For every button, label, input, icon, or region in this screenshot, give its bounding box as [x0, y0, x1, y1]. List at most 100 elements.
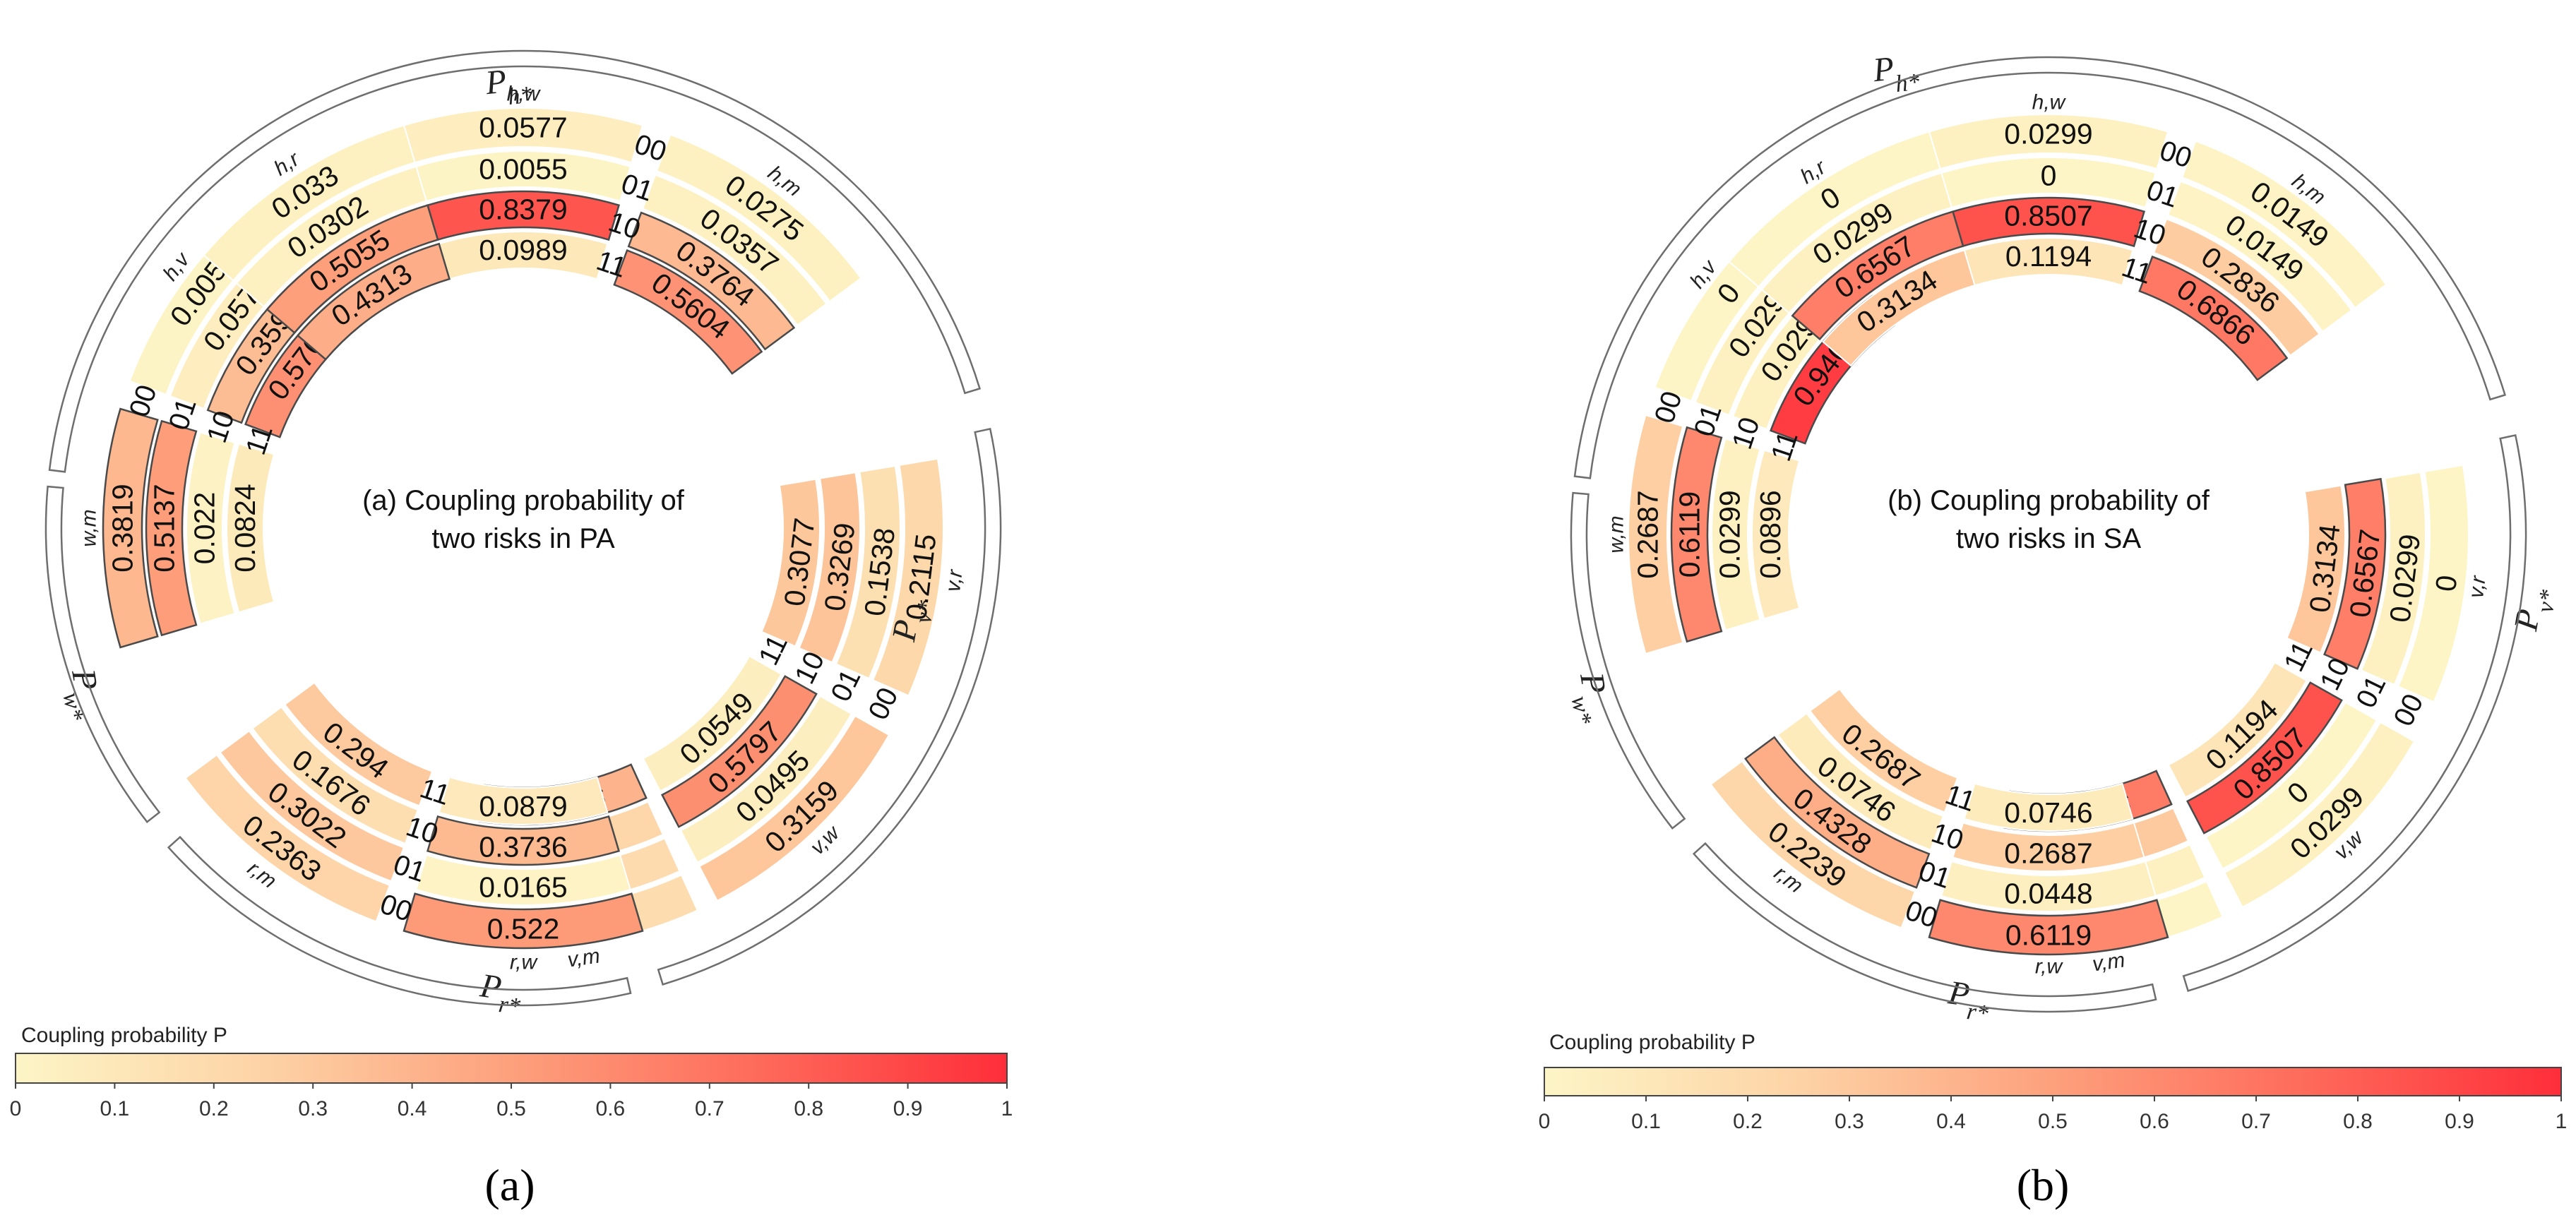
cell-w-m-1 [145, 419, 198, 637]
colorbar-tick-label: 0.8 [2343, 1110, 2373, 1133]
cell-label: 0.2687 [2004, 837, 2092, 870]
cell-w-m-2 [185, 431, 236, 625]
cell-r-w-3 [438, 776, 609, 825]
outer-label-h: Ph* [1871, 47, 1921, 100]
colorbar-tick-label: 0.9 [893, 1097, 923, 1120]
cell-h-m-0 [655, 133, 862, 303]
svg-text:Pr*: Pr* [476, 967, 525, 1020]
colorbar-tick-label: 0.7 [2241, 1110, 2271, 1133]
outer-label-r: Pr* [1945, 974, 1990, 1027]
outer-label-p: P [477, 967, 503, 1007]
cell-v-r-2 [2323, 477, 2387, 670]
cell-label: 0.5137 [148, 484, 181, 572]
outer-bracket-0 [1573, 56, 2507, 479]
colorbar [15, 1053, 1008, 1084]
cell-label: 0.8507 [2004, 200, 2092, 232]
cell-r-m-2 [251, 705, 419, 845]
outer-label-p: P [483, 62, 508, 102]
colorbar-title: Coupling probability P [1549, 1031, 1755, 1054]
cell-v-w-2 [661, 675, 818, 828]
colorbar-tick-label: 0.1 [100, 1097, 130, 1120]
panel-letter: (b) [2017, 1160, 2070, 1210]
outer-bracket-3 [1570, 491, 1686, 830]
cell-v-r-1 [835, 465, 901, 680]
colorbar-tick-label: 0.2 [199, 1097, 229, 1120]
panel-letter: (a) [484, 1160, 535, 1210]
colorbar-tick-label: 0.3 [1835, 1110, 1864, 1133]
outer-label-r: Pr* [476, 967, 525, 1020]
cell-h-m-0 [2181, 140, 2387, 309]
cell-v-r-1 [2360, 471, 2426, 686]
cell-r-w-2 [426, 815, 621, 866]
outer-label-sub: v* [910, 599, 940, 626]
colorbar-tick-label: 0.5 [496, 1097, 526, 1120]
outer-label-sub: v* [2532, 588, 2562, 615]
colorbar-tick-label: 0 [10, 1097, 22, 1120]
cell-r-m-3 [1808, 688, 1959, 813]
cell-r-w-2 [1952, 822, 2145, 873]
cell-h-r-1 [235, 165, 428, 308]
cell-label: 0.6119 [2005, 919, 2092, 952]
svg-text:Ph*: Ph* [1871, 47, 1921, 100]
outer-label-p: P [1871, 49, 1896, 89]
cell-w-m-3 [1751, 449, 1801, 620]
cell-label: 0.0879 [479, 790, 567, 823]
cell-v-w-1 [679, 695, 853, 864]
outer-bracket-0 [48, 49, 982, 473]
colorbar-tick-label: 0.4 [1936, 1110, 1966, 1133]
svg-text:Pv*: Pv* [885, 594, 940, 646]
cell-h-m-3 [613, 249, 763, 375]
cell-h-r-2 [266, 204, 439, 335]
outer-label-p: P [1573, 669, 1613, 697]
colorbar-tick-label: 0.3 [298, 1097, 328, 1120]
cell-label: 0.1194 [2005, 240, 2092, 273]
cell-w-m-2 [1710, 438, 1761, 631]
cell-h-m-1 [641, 174, 828, 327]
cell-h-r-2 [1791, 210, 1964, 341]
pair-label: v,m [2091, 948, 2126, 976]
cell-v-r-2 [798, 472, 861, 664]
cell-h-w-2 [1951, 196, 2146, 248]
cell-h-w-0 [1928, 114, 2169, 170]
cell-v-w-2 [2186, 681, 2343, 835]
cell-v-r-0 [2397, 464, 2469, 703]
outer-bracket-3 [44, 485, 161, 823]
colorbar-title: Coupling probability P [21, 1024, 227, 1047]
panel-b: 0.0299 0 0.8507 0.1194 h,w 0.01490.01490.2836… [1539, 47, 2568, 1210]
cell-r-m-2 [1777, 712, 1945, 851]
cell-r-w-3 [1963, 782, 2134, 832]
cell-label: 0 [2041, 160, 2057, 192]
outer-label-sub: w* [1566, 694, 1596, 726]
outer-label-v: Pv* [2507, 588, 2562, 634]
pair-label: w,m [1605, 515, 1628, 553]
colorbar-tick-label: 0 [1539, 1110, 1551, 1133]
cell-label: 0 [2429, 573, 2463, 593]
group-r-w: 0.522 0.0165 0.3736 0.0879 r,w [402, 776, 644, 974]
cell-h-r-3 [296, 242, 451, 361]
svg-text:Ph*: Ph* [483, 60, 533, 112]
cell-v-w-0 [698, 714, 890, 902]
group-h-w: 0.0577 0.0055 0.8379 0.0989 h,w [402, 83, 644, 280]
colorbar-tick-label: 0.1 [1631, 1110, 1661, 1133]
cell-h-w-1 [415, 150, 631, 203]
cell-label: 0.3819 [107, 484, 139, 572]
colorbar-tick-label: 1 [1001, 1097, 1013, 1120]
cell-r-w-1 [1940, 860, 2157, 912]
outer-bracket-2 [167, 835, 632, 1007]
cell-label: 0.6119 [1674, 491, 1706, 578]
cell-label: 0.3736 [479, 831, 567, 863]
cell-label: 0.0746 [2004, 796, 2092, 829]
cell-h-w-0 [402, 107, 644, 164]
cell-v-r-0 [871, 458, 944, 697]
pair-label: v,r [941, 568, 967, 593]
outer-label-sub: w* [57, 690, 88, 723]
outer-label-sub: h* [507, 82, 534, 110]
outer-label-sub: r* [1965, 998, 1990, 1027]
colorbar-tick-label: 0.2 [1733, 1110, 1763, 1133]
cell-h-w-3 [1963, 237, 2134, 287]
